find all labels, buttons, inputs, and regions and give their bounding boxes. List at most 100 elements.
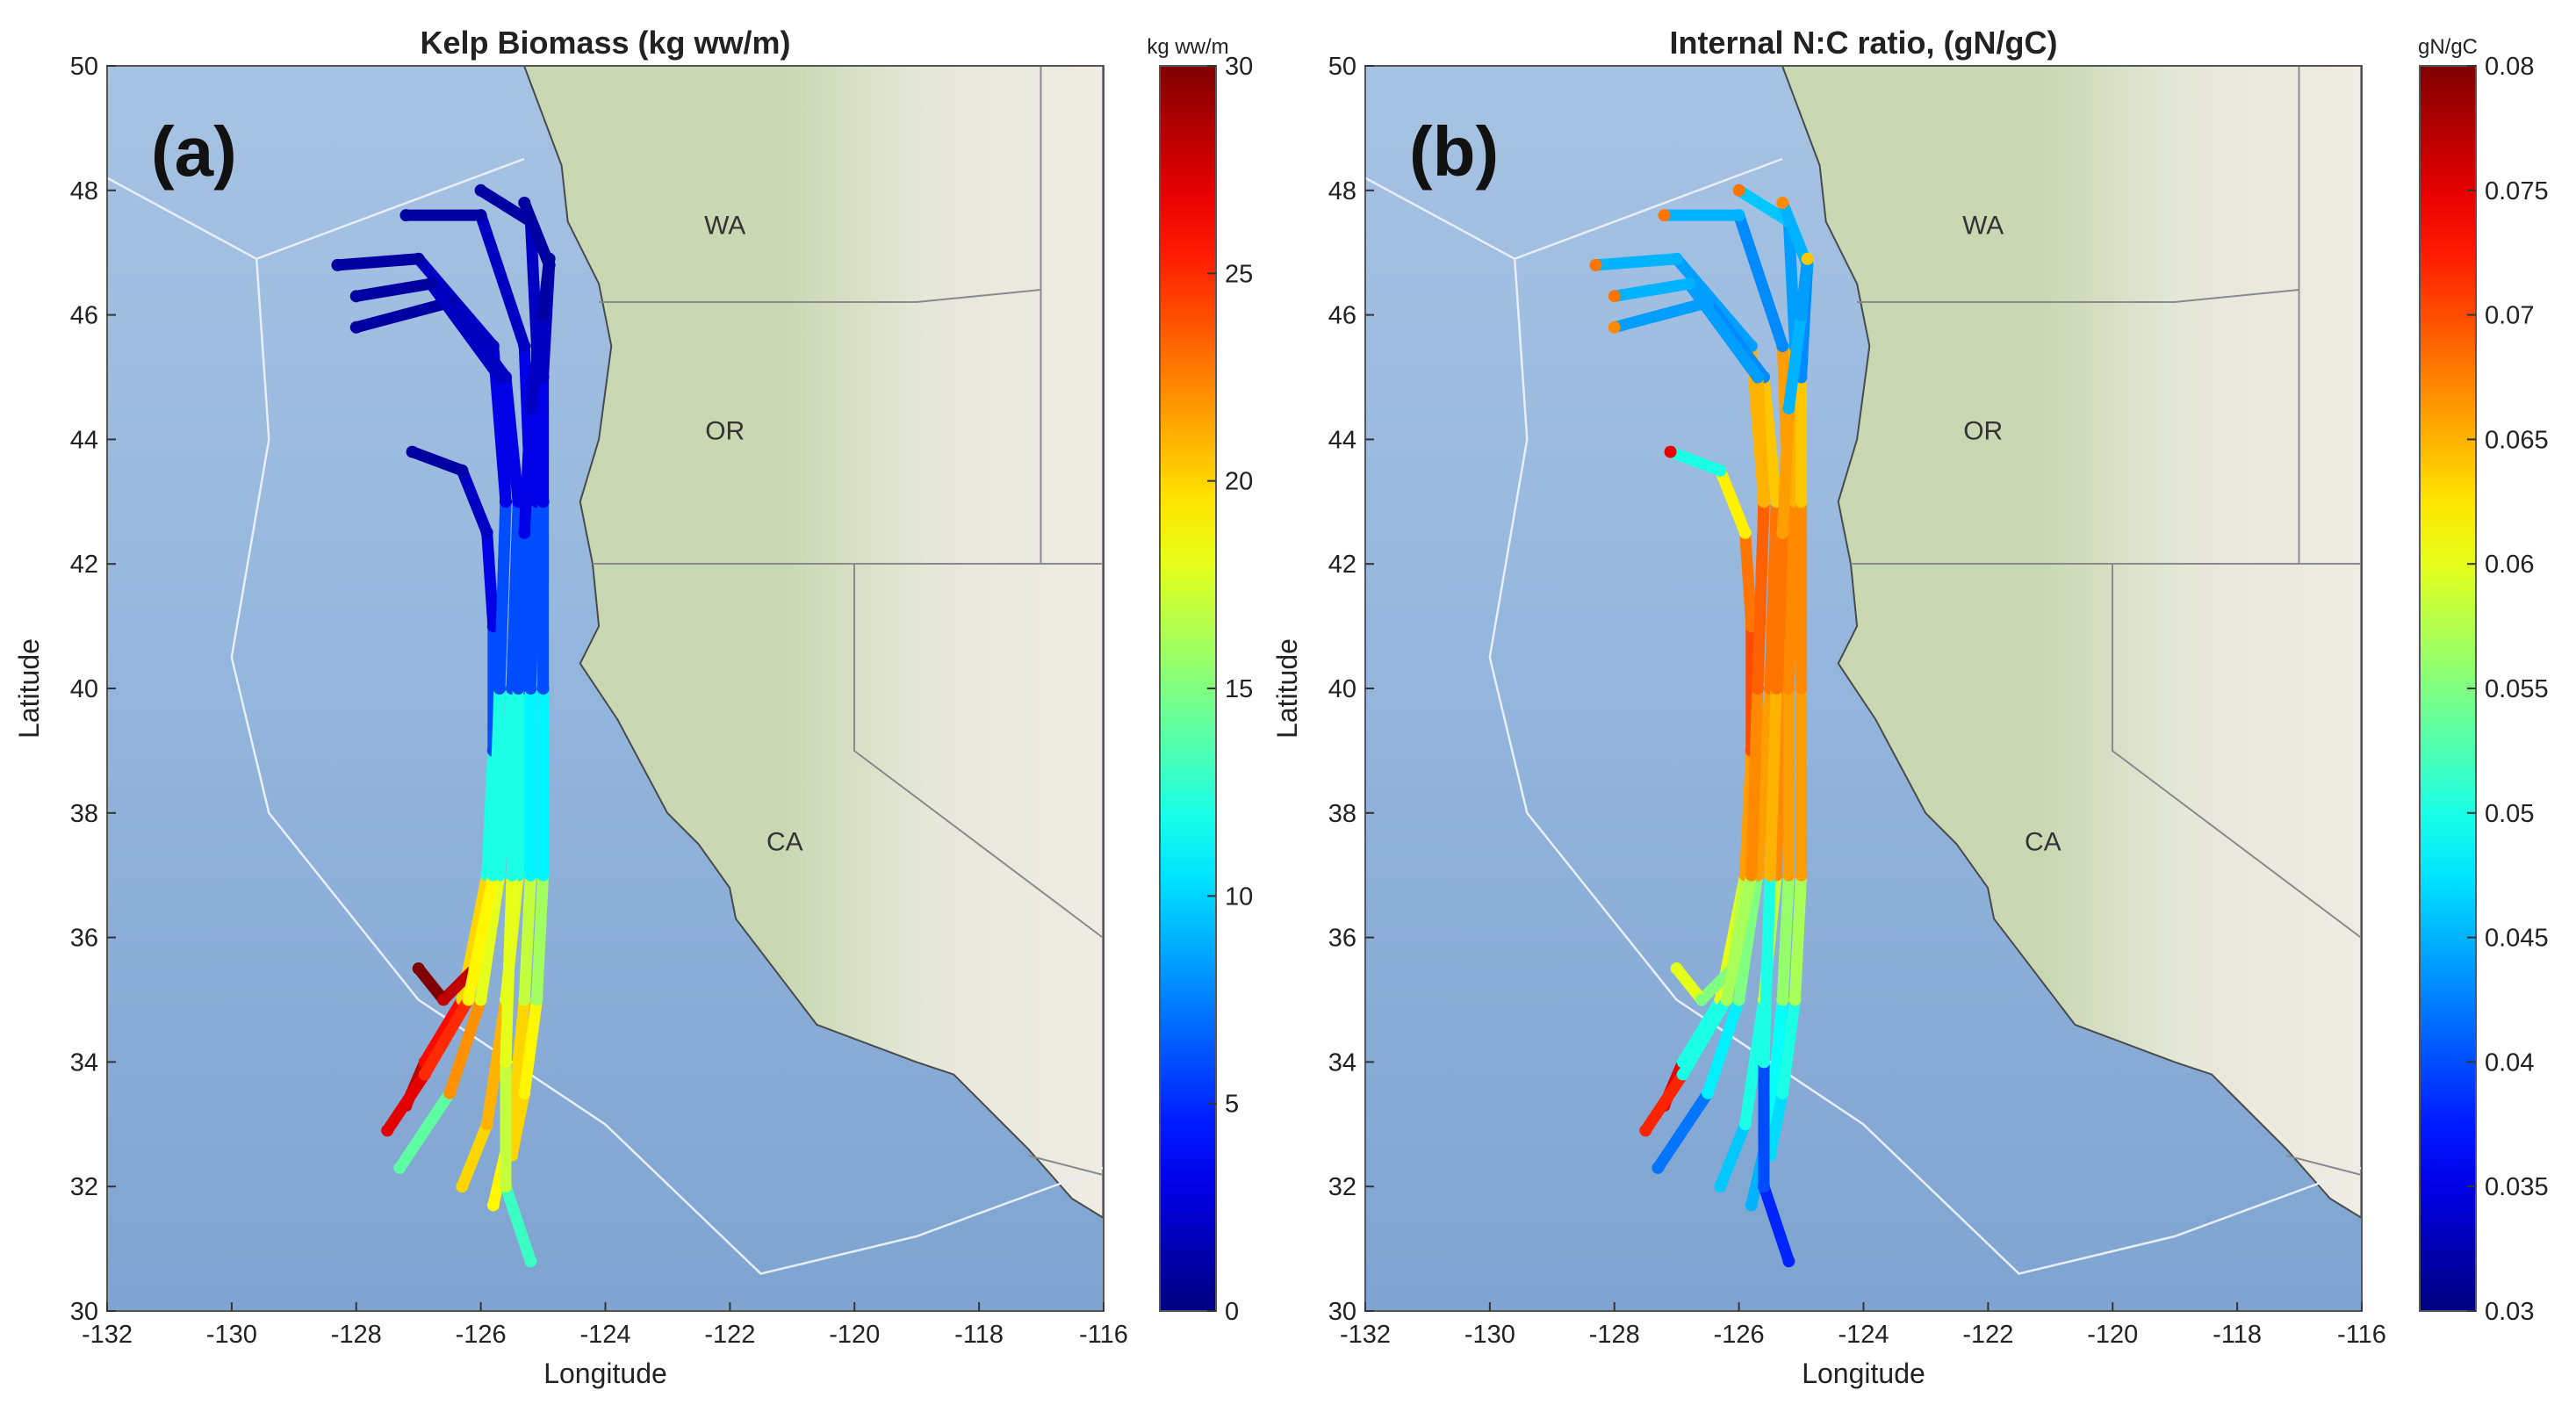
track-segment [1776, 402, 1795, 539]
track-point [1776, 993, 1789, 1006]
colorbar [1159, 65, 1217, 1312]
colorbar-tick-label: 0.045 [2485, 925, 2549, 953]
y-axis-label: Latitude [13, 638, 45, 738]
track-point [536, 682, 550, 695]
track-point [1702, 1086, 1715, 1099]
y-tick-label: 30 [1328, 1298, 1356, 1326]
chart-title: Kelp Biomass (kg ww/m) [420, 25, 790, 61]
x-tick-label: -122 [704, 1321, 755, 1349]
track-point [524, 868, 537, 882]
track-segment [481, 527, 500, 632]
track-point [530, 993, 543, 1006]
colorbar-tick-label: 5 [1225, 1091, 1239, 1119]
track-point [437, 993, 450, 1006]
track-segment [456, 1118, 493, 1192]
track-segment [1608, 296, 1714, 334]
track-segment [456, 465, 493, 539]
y-tick-label: 32 [70, 1173, 98, 1201]
track-point [524, 401, 537, 414]
track-point [1770, 682, 1783, 695]
track-point [1714, 464, 1727, 477]
y-axis-label: Latitude [1271, 638, 1303, 738]
track-point [1732, 993, 1745, 1006]
colorbar-tick-label: 0.08 [2485, 53, 2534, 81]
track-segment [1683, 277, 1764, 383]
track-point [406, 445, 419, 458]
track-segment [350, 296, 456, 334]
track-point [536, 868, 550, 882]
track-point [1745, 868, 1758, 882]
track-segment [1770, 527, 1788, 695]
trajectory [349, 277, 512, 1137]
track-point [1651, 1161, 1665, 1174]
track-point [500, 1055, 512, 1069]
track-segment [1677, 994, 1732, 1081]
track-point [493, 371, 506, 384]
track-segment [1758, 1180, 1795, 1267]
place-label: OR [1963, 416, 2003, 445]
track-point [474, 993, 487, 1006]
track-segment [1764, 994, 1788, 1130]
track-segment [350, 277, 437, 302]
track-segment [1665, 446, 1726, 477]
track-point [1714, 1180, 1727, 1193]
track-segment [419, 994, 474, 1081]
track-point [1745, 1199, 1758, 1212]
track-point [456, 464, 469, 477]
track-point [1776, 340, 1789, 353]
track-segment [1720, 869, 1758, 1005]
y-tick-label: 40 [1328, 675, 1356, 703]
track-segment [506, 1087, 530, 1162]
x-tick-label: -128 [1589, 1321, 1640, 1349]
colorbar-tick-label: 25 [1225, 260, 1253, 288]
map-panel: WA OR CA -132 -130 -128 -126 -124 -122 -120 -118 -1… [1271, 25, 2549, 1389]
colorbar-tick-label: 15 [1225, 675, 1253, 703]
y-tick-label: 34 [70, 1048, 98, 1077]
track-segment [1651, 1087, 1714, 1174]
track-point [493, 682, 506, 695]
x-tick-label: -128 [331, 1321, 382, 1349]
track-point [518, 340, 531, 353]
y-tick-label: 40 [70, 675, 98, 703]
place-label: CA [766, 827, 803, 856]
track-segment [506, 682, 524, 882]
place-label: WA [704, 211, 745, 240]
track-point [456, 1180, 469, 1193]
track-segment [1714, 1118, 1752, 1192]
x-tick-label: -120 [829, 1321, 880, 1349]
track-point [506, 868, 519, 882]
track-point [412, 962, 425, 976]
track-segment [1739, 527, 1758, 632]
track-segment [1764, 682, 1782, 882]
colorbar-tick-label: 0 [1225, 1298, 1239, 1326]
track-segment [1745, 682, 1764, 882]
track-segment [1764, 1087, 1788, 1162]
track-segment [487, 682, 506, 882]
colorbar-tick-label: 0.065 [2485, 426, 2549, 454]
track-segment [1776, 994, 1801, 1099]
y-tick-label: 48 [1328, 177, 1356, 205]
y-tick-label: 44 [1328, 426, 1356, 454]
track-point [1764, 868, 1777, 882]
track-point [1732, 209, 1745, 222]
x-tick-label: -126 [456, 1321, 507, 1349]
track-segment [493, 495, 512, 695]
track-point [1670, 252, 1683, 265]
colorbar-tick-label: 10 [1225, 882, 1253, 911]
track-point [486, 1199, 500, 1212]
track-point [1682, 277, 1695, 291]
x-tick-label: -132 [1340, 1321, 1391, 1349]
basemap [1364, 64, 2364, 1313]
track-point [1676, 1068, 1689, 1081]
track-point [1795, 495, 1808, 508]
track-point [518, 993, 531, 1006]
track-point [1589, 258, 1602, 271]
y-tick-label: 34 [1328, 1048, 1356, 1077]
track-segment [1776, 869, 1795, 1005]
track-point [1639, 1124, 1652, 1137]
colorbar-tick-label: 0.07 [2485, 302, 2534, 330]
track-point [418, 1068, 431, 1081]
track-segment [1782, 215, 1801, 352]
track-segment [518, 402, 536, 539]
panel-label: (a) [151, 112, 237, 191]
